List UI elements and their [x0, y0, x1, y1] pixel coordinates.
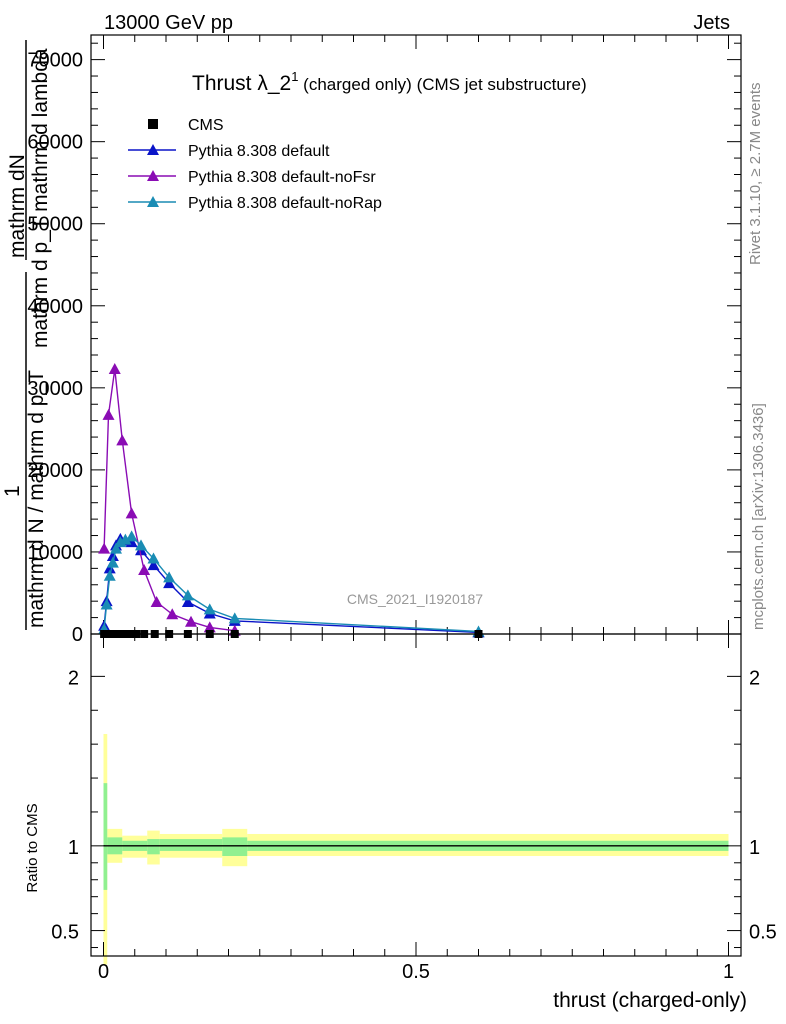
ratio-y-tick-label-right: 2 [749, 667, 760, 689]
series-point [125, 507, 138, 519]
ratio-y-tick-label-right: 1 [749, 837, 760, 859]
series-line [103, 537, 479, 634]
series-point [116, 434, 129, 446]
ratio-y-tick-label: 2 [68, 667, 79, 689]
uncertainty-band-inner [103, 783, 108, 890]
y-axis-title: mathrm dN mathrm d p_T mathrm d lambda 1… [1, 40, 52, 630]
series-point [119, 533, 132, 545]
series-point [100, 598, 113, 610]
mcplots-label: mcplots.cern.ch [arXiv:1306.3436] [750, 403, 767, 630]
legend-label: Pythia 8.308 default [188, 143, 330, 160]
series-point [203, 621, 216, 633]
series-point [110, 542, 122, 554]
ratio-frame [90, 633, 742, 957]
main-plot: 0 10000 20000 30000 40000 50000 60000 70000 [27, 34, 742, 646]
series-point [138, 563, 151, 575]
ylabel-denominator: mathrm d p_T mathrm d lambda [29, 48, 52, 348]
y-tick-label: 20000 [27, 460, 83, 482]
series-point [102, 408, 115, 420]
series-point [103, 569, 116, 581]
y-tick-label: 0 [72, 624, 83, 646]
ratio-y-tick-label-right: 0.5 [749, 922, 777, 944]
y-tick-label: 50000 [27, 214, 83, 236]
category-label: Jets [693, 12, 730, 34]
ratio-plot: 0.5 0.5 1 1 2 2 0 0.5 1 [51, 633, 777, 983]
x-tick-label: 0.5 [402, 961, 430, 983]
uncertainty-band-inner [147, 839, 160, 855]
y-tick-label: 10000 [27, 542, 83, 564]
series-point [228, 612, 241, 624]
series-point [147, 552, 160, 564]
legend-label: Pythia 8.308 default-noFsr [188, 169, 376, 186]
series-point [147, 559, 160, 571]
series-point [181, 595, 194, 607]
y-tick-label: 40000 [27, 296, 83, 318]
series-point [106, 550, 119, 562]
ratio-y-tick-label: 0.5 [51, 922, 79, 944]
series-point [163, 571, 176, 583]
series-point [108, 362, 121, 374]
series-point [163, 577, 176, 589]
ylabel-main: mathrm d N / mathrm d p_T [25, 370, 48, 628]
series-point [98, 542, 111, 554]
legend-label: CMS [188, 117, 224, 134]
uncertainty-band-inner [222, 837, 248, 857]
ratio-ylabel: Ratio to CMS [24, 803, 41, 892]
series-point [203, 603, 216, 615]
ratio-y-tick-label: 1 [68, 837, 79, 859]
series-point [135, 539, 147, 551]
legend-label: Pythia 8.308 default-noRap [188, 195, 382, 212]
uncertainty-band-inner [159, 839, 223, 851]
legend-marker [147, 170, 159, 181]
series-point [181, 589, 194, 601]
energy-label: 13000 GeV pp [104, 12, 233, 34]
y-tick-label: 70000 [27, 50, 83, 72]
ylabel-numerator: mathrm dN [6, 154, 29, 258]
x-tick-label: 0 [98, 961, 109, 983]
y-tick-label: 30000 [27, 378, 83, 400]
x-axis-label: thrust (charged-only) [553, 989, 747, 1012]
rivet-label: Rivet 3.1.10, ≥ 2.7M events [747, 83, 764, 266]
series-point [125, 530, 138, 542]
legend-marker-cms [148, 119, 158, 129]
series-point [106, 556, 119, 568]
series-point [150, 595, 163, 607]
series-line [103, 368, 235, 632]
series-point [166, 608, 179, 620]
series-point [185, 615, 197, 627]
series-point [103, 562, 116, 574]
analysis-watermark: CMS_2021_I1920187 [347, 591, 483, 607]
series-line [103, 535, 479, 633]
legend: CMS Pythia 8.308 default Pythia 8.308 defa… [128, 117, 382, 212]
legend-marker [147, 196, 159, 207]
x-tick-label: 1 [723, 961, 734, 983]
y-tick-label: 60000 [27, 132, 83, 154]
legend-marker [147, 144, 159, 155]
plot-title: Thrust λ_21 (charged only) (CMS jet subs… [192, 69, 587, 95]
ylabel-one: 1 [1, 485, 24, 497]
